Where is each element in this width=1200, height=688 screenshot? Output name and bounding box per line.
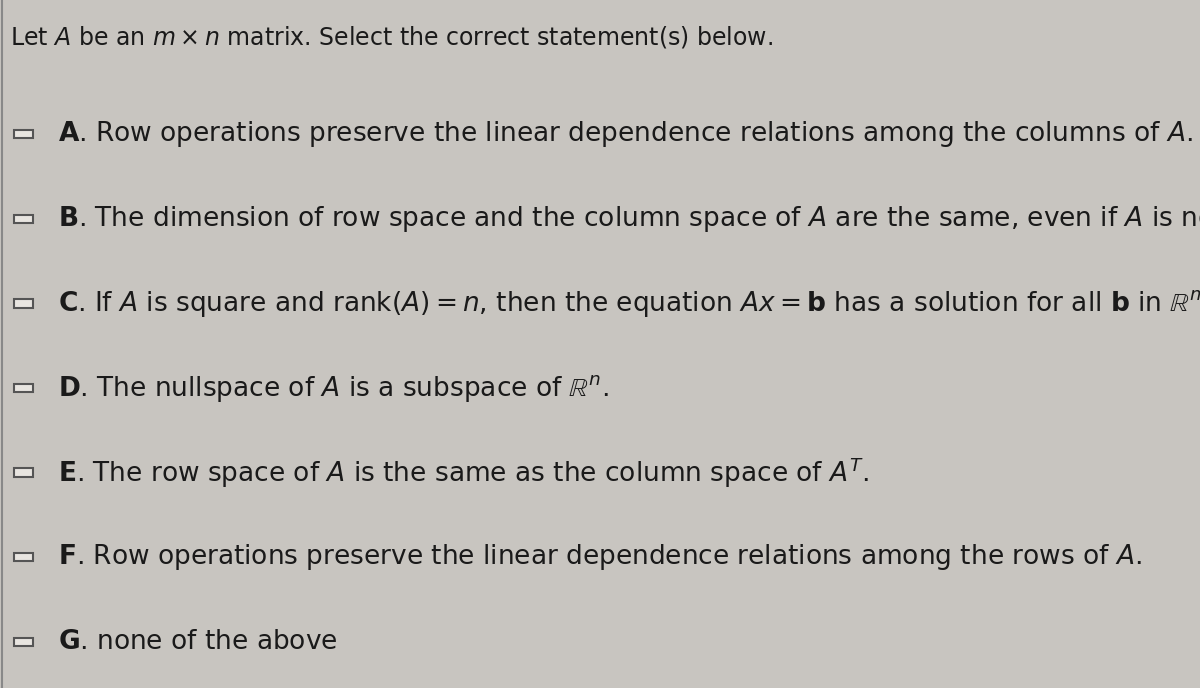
Text: $\mathbf{G}$. none of the above: $\mathbf{G}$. none of the above — [58, 629, 337, 655]
FancyBboxPatch shape — [14, 384, 32, 392]
Text: $\mathbf{B}$. The dimension of row space and the column space of $A$ are the sam: $\mathbf{B}$. The dimension of row space… — [58, 204, 1200, 234]
FancyBboxPatch shape — [14, 553, 32, 561]
FancyBboxPatch shape — [14, 638, 32, 646]
Text: $\mathbf{C}$. If $A$ is square and $\mathrm{rank}(A) = n$, then the equation $Ax: $\mathbf{C}$. If $A$ is square and $\mat… — [58, 288, 1200, 319]
FancyBboxPatch shape — [14, 130, 32, 138]
Text: Let $A$ be an $m \times n$ matrix. Select the correct statement(s) below.: Let $A$ be an $m \times n$ matrix. Selec… — [10, 24, 773, 50]
FancyBboxPatch shape — [14, 469, 32, 477]
Text: $\mathbf{E}$. The row space of $A$ is the same as the column space of $A^T$.: $\mathbf{E}$. The row space of $A$ is th… — [58, 455, 869, 490]
Text: $\mathbf{F}$. Row operations preserve the linear dependence relations among the : $\mathbf{F}$. Row operations preserve th… — [58, 542, 1141, 572]
FancyBboxPatch shape — [14, 299, 32, 308]
Text: $\mathbf{A}$. Row operations preserve the linear dependence relations among the : $\mathbf{A}$. Row operations preserve th… — [58, 119, 1193, 149]
Text: $\mathbf{D}$. The nullspace of $A$ is a subspace of $\mathbb{R}^n$.: $\mathbf{D}$. The nullspace of $A$ is a … — [58, 372, 608, 404]
FancyBboxPatch shape — [14, 215, 32, 223]
